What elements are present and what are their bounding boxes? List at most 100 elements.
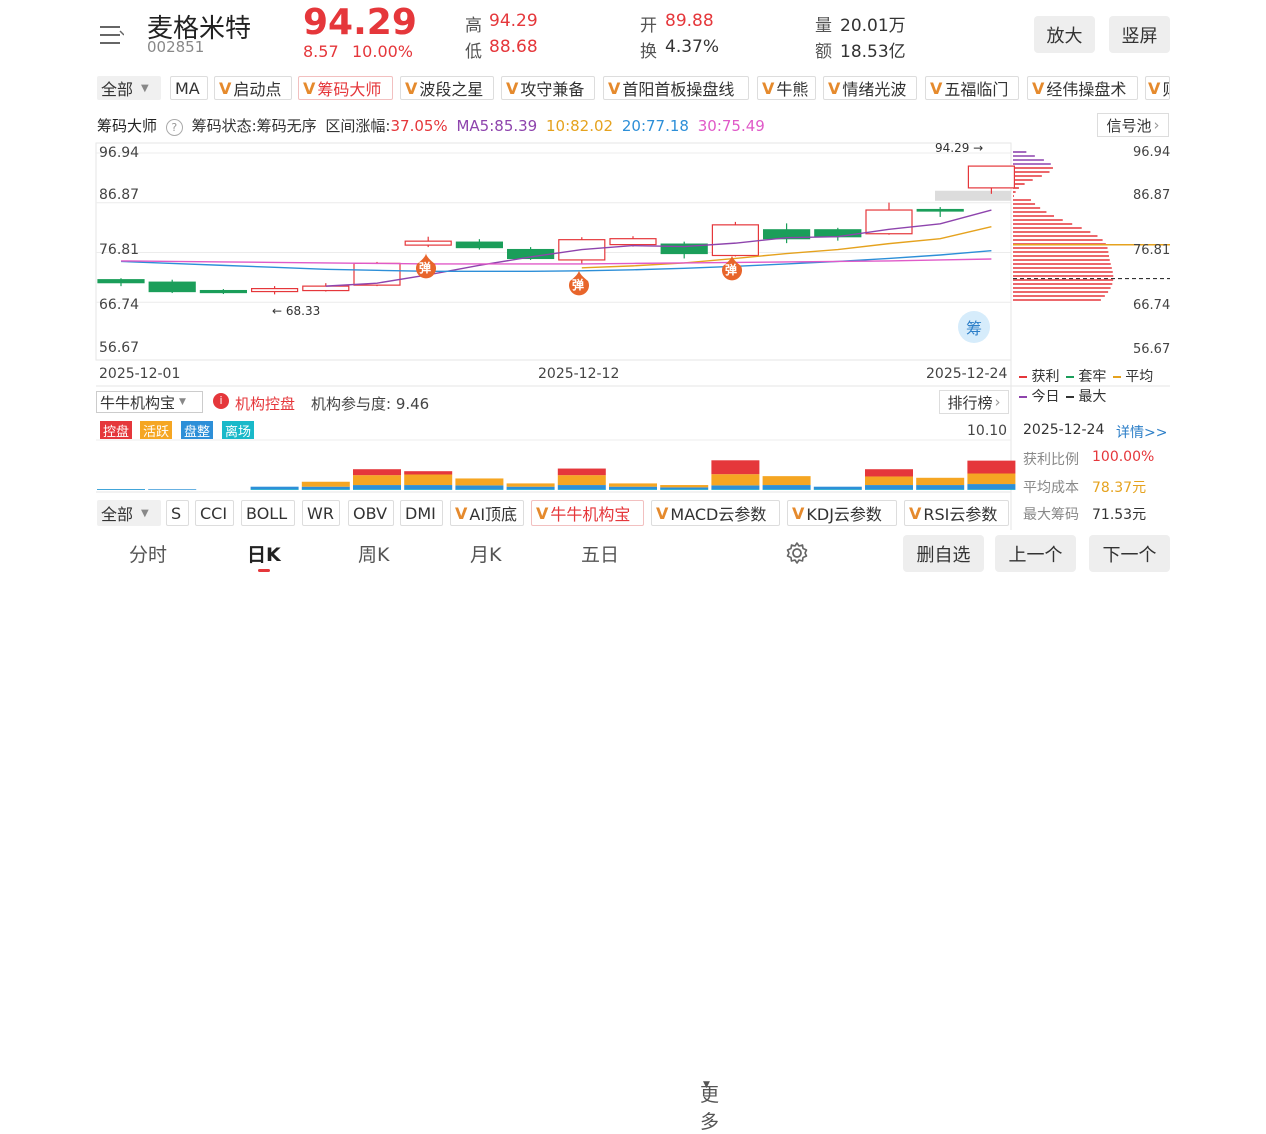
institution-bar-act xyxy=(609,483,657,486)
institution-bar-ctrl xyxy=(967,461,1015,474)
institution-bar-act xyxy=(763,476,811,485)
institution-bar-flat xyxy=(967,484,1015,489)
sub-label: AI顶底 xyxy=(469,501,517,525)
profit-ratio-label: 获利比例 xyxy=(1023,449,1079,469)
sub-obv[interactable]: OBV xyxy=(348,500,394,526)
tag-control: 控盘 xyxy=(100,421,132,439)
sub-label: BOLL xyxy=(246,504,287,523)
bounce-label: 弹 xyxy=(572,276,584,293)
y-tick-right: 66.74 xyxy=(1133,298,1170,313)
chip-badge[interactable]: 筹 xyxy=(958,311,990,343)
institution-bar-exit xyxy=(814,489,862,490)
y-tick: 76.81 xyxy=(99,242,139,258)
institution-bar-act xyxy=(404,474,452,485)
sub-s[interactable]: S xyxy=(166,500,189,526)
bounce-signal[interactable]: 弹 xyxy=(567,270,591,296)
tab-five-day[interactable]: 五日 xyxy=(581,540,619,567)
institution-participation: 机构参与度: 9.46 xyxy=(311,393,429,414)
tab-daily-k[interactable]: 日K xyxy=(247,540,281,567)
chevron-down-icon: ▼ xyxy=(179,397,186,407)
chip-detail-link[interactable]: 详情>> xyxy=(1116,422,1167,442)
active-tab-indicator xyxy=(258,569,270,572)
sub-label: S xyxy=(171,504,181,523)
tab-intraday[interactable]: 分时 xyxy=(129,540,167,567)
candle-body xyxy=(610,239,656,245)
institution-bar-exit xyxy=(660,489,708,490)
institution-bar-exit xyxy=(455,489,503,490)
ranking-button[interactable]: 排行榜› xyxy=(939,390,1009,414)
institution-bar-flat xyxy=(865,485,913,489)
y-tick: 66.74 xyxy=(99,297,139,313)
sub-all-dropdown[interactable]: 全部 ▼ xyxy=(97,500,161,526)
profit-ratio-value: 100.00% xyxy=(1092,449,1154,465)
candle-body xyxy=(405,241,451,245)
institution-bar-flat xyxy=(455,485,503,489)
tag-active: 活跃 xyxy=(140,421,172,439)
candle-body xyxy=(354,263,400,285)
y-tick-right: 86.87 xyxy=(1133,188,1170,203)
candle-body xyxy=(200,291,246,293)
institution-bar-flat xyxy=(916,485,964,489)
institution-bar-act xyxy=(302,482,350,487)
sub-dmi[interactable]: DMI xyxy=(400,500,443,526)
legend-max: 最大 xyxy=(1066,389,1106,405)
institution-bar-exit xyxy=(711,489,759,490)
institution-bar-act xyxy=(558,475,606,485)
sub-cci[interactable]: CCI xyxy=(195,500,234,526)
max-chip-value: 71.53元 xyxy=(1092,504,1146,524)
candle-body xyxy=(815,230,861,237)
legend-profit: 获利 xyxy=(1019,369,1059,385)
institution-info-icon[interactable]: i xyxy=(213,393,229,409)
candle-body xyxy=(98,280,144,283)
candle-body xyxy=(456,242,502,247)
sub-label: DMI xyxy=(405,504,436,523)
sub-label: 牛牛机构宝 xyxy=(550,501,630,525)
candle-body xyxy=(252,289,298,292)
institution-bar-act xyxy=(711,474,759,485)
sub-wr[interactable]: WR xyxy=(302,500,340,526)
bounce-signal[interactable]: 弹 xyxy=(720,255,744,281)
institution-bar-act xyxy=(507,483,555,486)
sub-label: KDJ云参数 xyxy=(806,501,882,525)
y-tick-right: 96.94 xyxy=(1133,145,1170,160)
tab-monthly-k[interactable]: 月K xyxy=(470,540,501,567)
institution-bar-ctrl xyxy=(865,469,913,476)
vip-icon: V xyxy=(455,504,467,523)
institution-max: 10.10 xyxy=(967,423,1007,439)
institution-bar-flat xyxy=(302,487,350,490)
gear-icon[interactable] xyxy=(785,541,809,565)
institution-selector-label: 牛牛机构宝 xyxy=(100,392,175,413)
sub-label: CCI xyxy=(200,504,227,523)
remove-watchlist-button[interactable]: 删自选 xyxy=(903,535,984,572)
x-tick: 2025-12-12 xyxy=(538,366,619,382)
institution-bar-exit xyxy=(916,489,964,490)
bounce-signal[interactable]: 弹 xyxy=(414,253,438,279)
avg-cost-value: 78.37元 xyxy=(1092,477,1146,497)
sub-boll[interactable]: BOLL xyxy=(241,500,295,526)
chip-detail-date: 2025-12-24 xyxy=(1023,422,1104,438)
max-chip-label: 最大筹码 xyxy=(1023,504,1079,524)
institution-bar-flat xyxy=(609,487,657,490)
institution-selector[interactable]: 牛牛机构宝 ▼ xyxy=(96,391,203,413)
previous-button[interactable]: 上一个 xyxy=(995,535,1076,572)
vip-icon: V xyxy=(536,504,548,523)
institution-bar-act xyxy=(916,478,964,485)
institution-bar-exit xyxy=(558,489,606,490)
institution-bar-flat xyxy=(507,487,555,490)
tab-weekly-k[interactable]: 周K xyxy=(358,540,389,567)
high-marker: 94.29 → xyxy=(935,141,983,155)
legend-label: 获利 xyxy=(1031,369,1059,385)
next-button[interactable]: 下一个 xyxy=(1089,535,1170,572)
y-tick: 56.67 xyxy=(99,340,139,356)
sub-label: WR xyxy=(307,504,334,523)
x-tick: 2025-12-24 xyxy=(926,366,1007,382)
institution-bar-exit xyxy=(353,489,401,490)
chevron-right-icon: › xyxy=(995,393,1001,411)
tag-consolidation: 盘整 xyxy=(181,421,213,439)
institution-bar-flat xyxy=(814,487,862,490)
